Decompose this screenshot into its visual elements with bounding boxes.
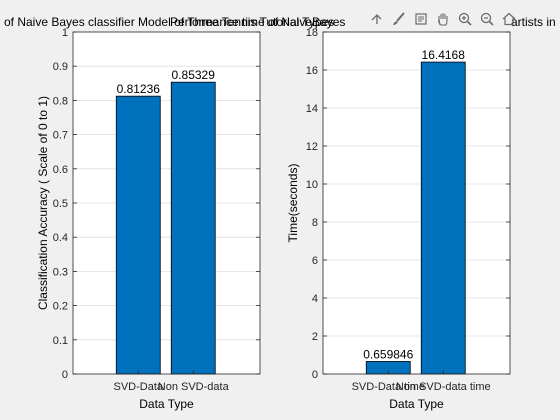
chart2-ytick-label: 2 [312, 331, 318, 343]
chart2-ytick-label: 14 [306, 103, 318, 115]
chart2-bar [420, 61, 466, 375]
chart2-ytick-label: 8 [312, 217, 318, 229]
zoom-in-icon[interactable] [454, 8, 476, 30]
brush-icon[interactable] [388, 8, 410, 30]
chart2-plot-area [323, 32, 510, 374]
chart1-data-label: 0.81236 [117, 82, 161, 96]
chart2-xtick-label: Non SVD-data time [396, 381, 491, 393]
chart1-ytick-label: 0 [62, 369, 68, 381]
save-icon[interactable] [366, 8, 388, 30]
chart1-ytick-label: 1 [62, 27, 68, 39]
chart1-ytick-label: 0.3 [53, 266, 68, 278]
chart2-ytick-label: 18 [306, 27, 318, 39]
chart2-xlabel: Data Type [389, 397, 444, 411]
chart1-axes-frame [72, 31, 261, 375]
chart1-ytick-label: 0.5 [53, 198, 68, 210]
chart1-bar [115, 95, 161, 375]
chart2-title: Performance time of NaiveBayes [170, 15, 345, 29]
chart2-ytick-label: 0 [312, 369, 318, 381]
chart1-ytick-label: 0.6 [53, 164, 68, 176]
chart1-bar [170, 81, 216, 375]
axes-toolbar [366, 8, 520, 30]
chart1-xtick-label: SVD-Data [113, 381, 163, 393]
chart1-ytick-label: 0.1 [53, 335, 68, 347]
chart1-title: of Naive Bayes classifier Model of Three… [4, 15, 334, 29]
chart1-ytick-label: 0.9 [53, 61, 68, 73]
chart2-ytick-label: 6 [312, 255, 318, 267]
chart2-ytick-label: 10 [306, 179, 318, 191]
pan-icon[interactable] [432, 8, 454, 30]
chart1-data-label: 0.85329 [172, 68, 216, 82]
chart1-ylabel: Classification Accuracy ( Scale of 0 to … [36, 96, 50, 310]
chart2-ylabel: Time(seconds) [286, 164, 300, 243]
chart1-ytick-label: 0.7 [53, 130, 68, 142]
chart2-data-label: 0.659846 [363, 347, 413, 361]
home-icon[interactable] [498, 8, 520, 30]
chart2-ytick-label: 16 [306, 65, 318, 77]
chart2-ytick-label: 12 [306, 141, 318, 153]
chart2-title-tail: artists in [511, 15, 556, 29]
zoom-out-icon[interactable] [476, 8, 498, 30]
chart1-ytick-label: 0.4 [53, 232, 68, 244]
chart1-ytick-label: 0.2 [53, 301, 68, 313]
data-tips-icon[interactable] [410, 8, 432, 30]
chart2-xtick-label: SVD-Data time [352, 381, 425, 393]
chart2-ytick-label: 4 [312, 293, 318, 305]
chart2-data-label: 16.4168 [422, 48, 466, 62]
chart1-xtick-label: Non SVD-data [158, 381, 230, 393]
chart2-axes-frame [322, 31, 511, 375]
chart1-xlabel: Data Type [139, 397, 194, 411]
chart1-ytick-label: 0.8 [53, 95, 68, 107]
